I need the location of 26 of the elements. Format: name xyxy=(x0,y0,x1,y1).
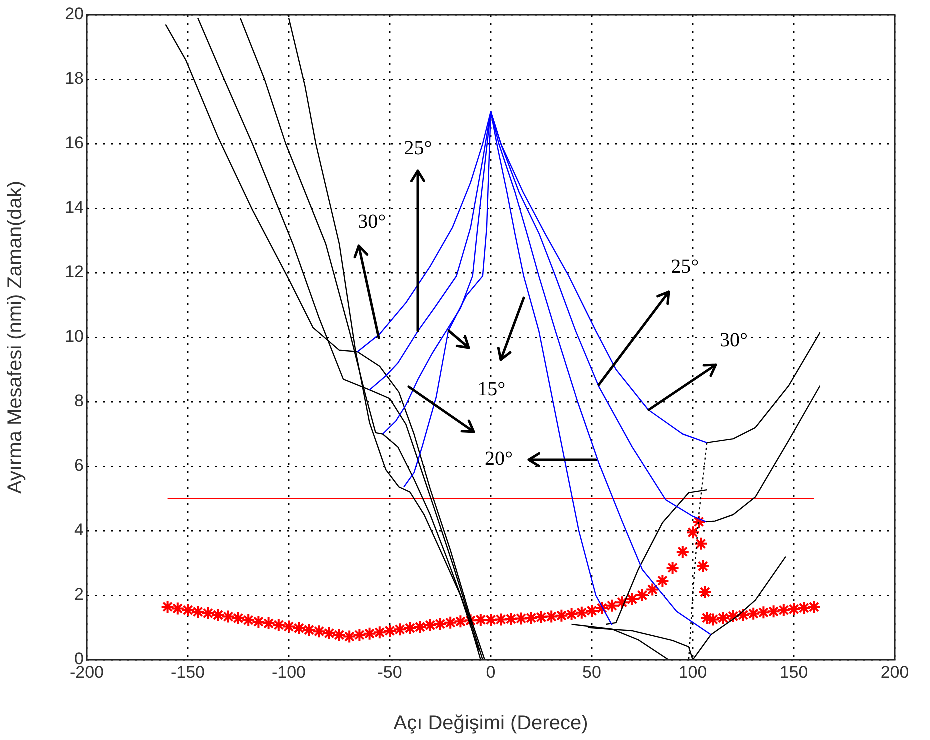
x-tick-label: 50 xyxy=(582,662,602,682)
x-tick-label: 200 xyxy=(880,662,910,682)
x-tick-label: -150 xyxy=(170,662,206,682)
annotation: 25° xyxy=(404,137,432,160)
y-tick-label: 20 xyxy=(65,4,84,24)
x-tick-label: -100 xyxy=(272,662,306,682)
annotation: 30° xyxy=(720,329,748,352)
y-tick-label: 18 xyxy=(65,69,84,88)
y-tick-label: 16 xyxy=(65,134,84,153)
y-tick-label: 14 xyxy=(65,198,84,218)
y-tick-label: 6 xyxy=(74,456,84,476)
x-tick-label: 0 xyxy=(486,662,496,682)
annotation: 20° xyxy=(484,448,513,470)
y-tick-label: 12 xyxy=(65,262,84,282)
x-axis-title: Açı Değişimi (Derece) xyxy=(394,712,588,735)
annotation: 30° xyxy=(358,210,386,233)
x-tick-label: 100 xyxy=(678,662,708,682)
y-tick-label: 10 xyxy=(65,327,84,346)
y-tick-label: 2 xyxy=(74,585,84,604)
y-axis-title: Ayırma Mesafesi (nmi) Zaman(dak) xyxy=(4,180,27,494)
annotation: 15° xyxy=(478,378,506,400)
x-tick-label: -50 xyxy=(378,662,402,682)
x-tick-label: 150 xyxy=(780,662,808,682)
y-tick-label: 8 xyxy=(74,392,84,411)
y-tick-label: 4 xyxy=(74,520,84,540)
annotation: 25° xyxy=(671,256,700,278)
